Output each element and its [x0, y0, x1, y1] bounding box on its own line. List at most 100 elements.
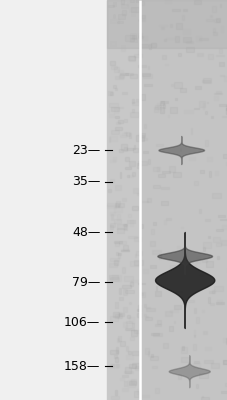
Bar: [109, 92, 113, 94]
Bar: [147, 198, 150, 202]
Bar: [121, 0, 123, 4]
Bar: [150, 43, 155, 47]
Bar: [144, 84, 151, 86]
Bar: [217, 215, 224, 217]
Bar: [122, 10, 126, 15]
Bar: [225, 338, 227, 344]
Bar: [110, 61, 114, 65]
Bar: [192, 344, 195, 350]
Bar: [144, 124, 146, 128]
Bar: [121, 267, 125, 273]
Bar: [130, 7, 138, 12]
Bar: [131, 99, 133, 103]
Text: 106—: 106—: [64, 316, 100, 328]
Bar: [220, 392, 227, 393]
Bar: [213, 93, 221, 94]
Bar: [127, 214, 130, 217]
Bar: [129, 220, 132, 226]
Bar: [131, 36, 135, 39]
Bar: [110, 107, 119, 111]
Bar: [187, 261, 196, 267]
Bar: [223, 76, 227, 80]
Bar: [112, 2, 115, 6]
Bar: [169, 310, 178, 312]
Bar: [143, 74, 151, 78]
Bar: [157, 320, 160, 324]
Bar: [107, 0, 227, 48]
Bar: [211, 290, 214, 293]
Bar: [118, 14, 124, 18]
Bar: [201, 397, 208, 400]
Bar: [130, 14, 135, 16]
Bar: [126, 132, 129, 136]
Bar: [193, 335, 194, 336]
Bar: [121, 144, 126, 150]
Bar: [115, 186, 120, 190]
Bar: [114, 220, 120, 223]
Bar: [115, 390, 116, 395]
Bar: [108, 6, 114, 7]
Bar: [124, 381, 126, 386]
Bar: [215, 243, 220, 246]
Bar: [140, 36, 147, 40]
Bar: [165, 38, 173, 39]
Bar: [153, 222, 156, 225]
Bar: [160, 27, 164, 29]
Bar: [136, 389, 138, 394]
Bar: [117, 20, 122, 24]
Bar: [188, 290, 193, 295]
Bar: [140, 293, 142, 295]
Bar: [128, 175, 132, 177]
Bar: [115, 302, 118, 308]
Bar: [198, 209, 200, 213]
Bar: [220, 26, 222, 32]
Bar: [126, 220, 135, 224]
Bar: [115, 357, 118, 362]
Bar: [150, 356, 158, 360]
Bar: [129, 161, 135, 166]
Bar: [221, 116, 226, 118]
Bar: [154, 388, 158, 393]
Bar: [175, 36, 178, 42]
Bar: [141, 224, 142, 228]
Bar: [154, 108, 157, 112]
Bar: [203, 360, 212, 363]
Bar: [176, 279, 181, 281]
Bar: [117, 336, 121, 341]
Text: 158—: 158—: [64, 360, 100, 372]
Bar: [163, 39, 165, 41]
Bar: [126, 354, 132, 359]
Bar: [118, 288, 120, 294]
Bar: [123, 322, 126, 327]
Bar: [107, 189, 110, 192]
Bar: [114, 207, 121, 212]
Bar: [198, 274, 203, 276]
Bar: [151, 366, 157, 368]
Bar: [119, 74, 123, 78]
Bar: [110, 160, 115, 162]
Bar: [136, 308, 139, 311]
Bar: [163, 343, 168, 348]
Bar: [129, 317, 133, 323]
Bar: [117, 120, 123, 123]
Bar: [151, 333, 158, 334]
Bar: [110, 41, 116, 46]
Bar: [212, 32, 216, 35]
Bar: [217, 49, 221, 53]
Bar: [135, 0, 138, 2]
FancyBboxPatch shape: [107, 0, 140, 400]
Bar: [111, 214, 112, 220]
Bar: [131, 330, 137, 336]
Bar: [125, 346, 128, 351]
Bar: [117, 253, 120, 255]
Bar: [159, 101, 163, 105]
Bar: [158, 254, 161, 259]
Bar: [174, 82, 181, 88]
Bar: [205, 261, 212, 267]
Bar: [123, 371, 132, 373]
Bar: [138, 305, 141, 310]
Bar: [179, 88, 185, 92]
Bar: [169, 24, 171, 27]
Bar: [118, 70, 123, 72]
Bar: [120, 74, 127, 75]
